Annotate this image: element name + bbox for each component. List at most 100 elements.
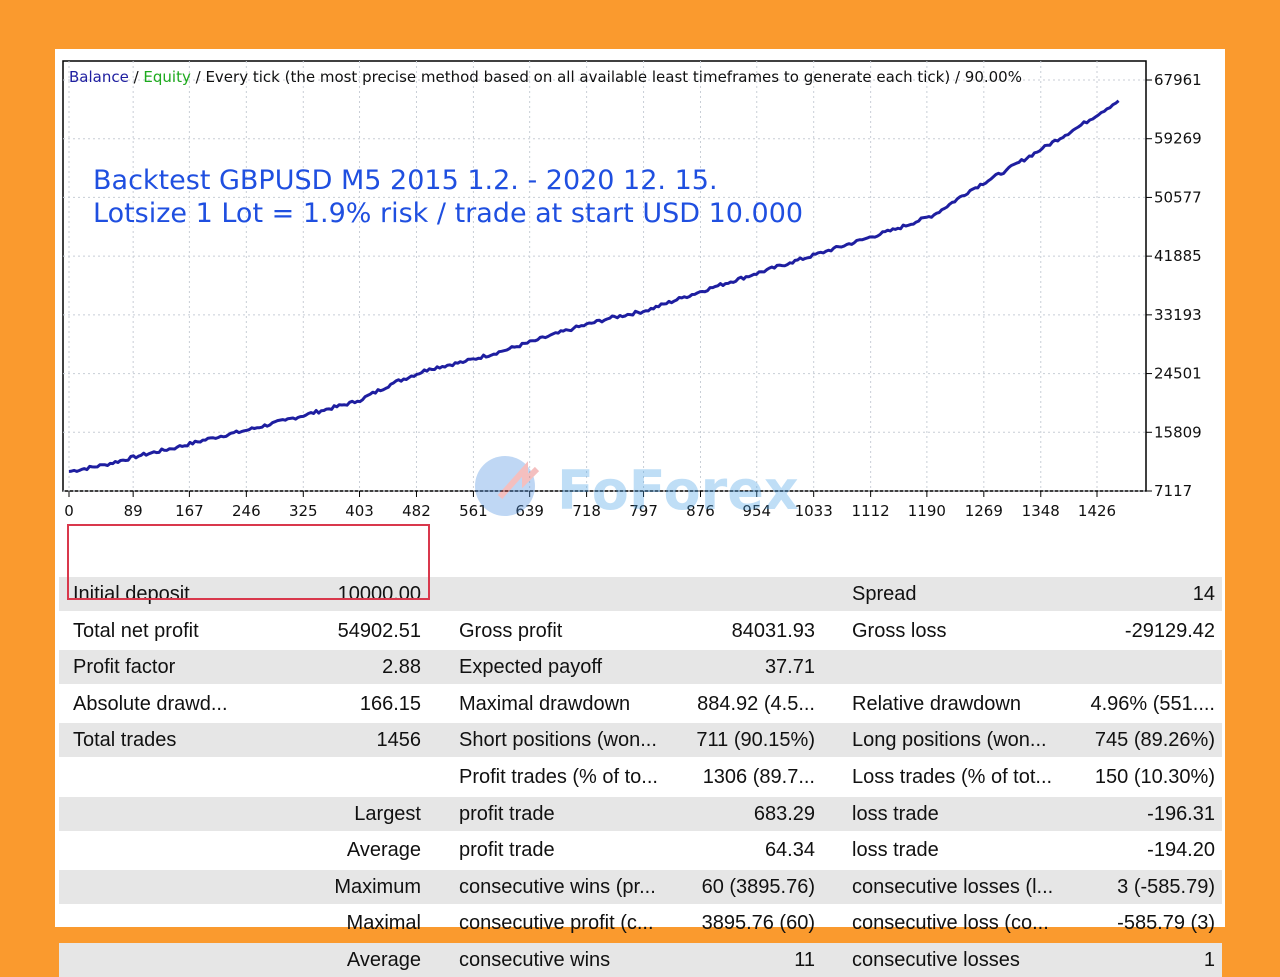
- label: [73, 797, 313, 831]
- x-tick-label: 167: [175, 502, 204, 520]
- value: 683.29: [753, 803, 815, 825]
- value: [1074, 650, 1215, 684]
- value: [681, 577, 815, 611]
- label: consecutive losses (l...: [852, 876, 1054, 898]
- value: 14: [1192, 583, 1215, 605]
- value: 1: [1203, 949, 1215, 971]
- header-description: / Every tick (the most precise method ba…: [191, 68, 1022, 86]
- report-panel: 7117 15809 24501 33193 41885 50577 59269 67961 …: [55, 49, 1225, 977]
- label: consecutive loss (co...: [852, 912, 1049, 934]
- table-row: Total net profit 54902.51 Gross profit 8…: [59, 614, 1222, 648]
- legend-balance: Balance: [69, 68, 129, 86]
- x-tick-label: 1190: [908, 502, 946, 520]
- value: 1306 (89.7...: [702, 766, 815, 788]
- y-tick-label: 15809: [1154, 423, 1202, 441]
- label: Total net profit: [73, 620, 199, 642]
- label: Expected payoff: [459, 656, 603, 678]
- label: Maximal drawdown: [459, 693, 631, 715]
- x-tick-label: 1426: [1078, 502, 1116, 520]
- label: profit trade: [459, 803, 555, 825]
- value: 64.34: [764, 839, 815, 861]
- watermark-text: FoForex: [557, 459, 799, 522]
- value: 60 (3895.76): [701, 876, 815, 898]
- value: 37.71: [764, 656, 815, 678]
- value: 711 (90.15%): [696, 729, 815, 751]
- label: Absolute drawd...: [73, 693, 228, 715]
- x-tick-label: 561: [459, 502, 488, 520]
- table-row: Average profit trade 64.34 loss trade -1…: [59, 833, 1222, 867]
- value: 745 (89.26%): [1094, 729, 1215, 751]
- value: -194.20: [1147, 839, 1215, 861]
- label: Initial deposit: [73, 583, 190, 605]
- x-axis-ticks: 0 89 167 246 325 403 482 561 639 718 797 876 954 1033…: [64, 491, 1116, 520]
- label: [73, 833, 313, 867]
- value: 166.15: [359, 693, 421, 715]
- label: [73, 870, 313, 904]
- value: Maximum: [334, 876, 421, 898]
- y-tick-label: 33193: [1154, 306, 1202, 324]
- value: 84031.93: [731, 620, 815, 642]
- label: [459, 577, 681, 611]
- label: Relative drawdown: [852, 693, 1021, 715]
- value: 150 (10.30%): [1094, 766, 1215, 788]
- table-row: Maximum consecutive wins (pr... 60 (3895…: [59, 870, 1222, 904]
- label: consecutive profit (c...: [459, 912, 654, 934]
- value: 884.92 (4.5...: [697, 693, 815, 715]
- x-tick-label: 482: [402, 502, 431, 520]
- x-tick-label: 797: [629, 502, 658, 520]
- y-tick-label: 7117: [1154, 482, 1192, 500]
- label: consecutive wins (pr...: [459, 876, 656, 898]
- y-axis-ticks: 7117 15809 24501 33193 41885 50577 59269 67961: [1146, 71, 1202, 500]
- label: loss trade: [852, 803, 939, 825]
- value: 3 (-585.79): [1117, 876, 1215, 898]
- watermark-logo-icon: [475, 456, 535, 516]
- watermark-logo-arrow-icon: [497, 461, 540, 499]
- value: Maximal: [346, 912, 421, 934]
- label: Profit trades (% of to...: [459, 766, 658, 788]
- value: 4.96% (551....: [1090, 693, 1215, 715]
- x-tick-label: 246: [232, 502, 261, 520]
- value: 10000.00: [337, 583, 421, 605]
- value: 3895.76 (60): [701, 912, 815, 934]
- table-row: Absolute drawd... 166.15 Maximal drawdow…: [59, 687, 1222, 721]
- x-tick-label: 89: [124, 502, 143, 520]
- plot-frame: [62, 60, 1147, 492]
- value: Average: [346, 949, 421, 971]
- x-tick-label: 1112: [852, 502, 890, 520]
- x-tick-label: 1348: [1022, 502, 1060, 520]
- x-tick-label: 325: [289, 502, 318, 520]
- legend-separator: /: [129, 68, 144, 86]
- label: Total trades: [73, 729, 177, 751]
- value: 54902.51: [337, 620, 421, 642]
- table-row: Profit trades (% of to... 1306 (89.7... …: [59, 760, 1222, 794]
- annotation-line-2: Lotsize 1 Lot = 1.9% risk / trade at sta…: [93, 198, 803, 229]
- value: Average: [346, 839, 421, 861]
- table-row: Initial deposit 10000.00 Spread 14: [59, 577, 1222, 611]
- label: loss trade: [852, 839, 939, 861]
- x-tick-label: 718: [572, 502, 601, 520]
- balance-chart: 711715809245013319341885505775926967961 …: [62, 60, 1202, 522]
- label: [73, 760, 313, 794]
- legend-equity: Equity: [143, 68, 191, 86]
- label: consecutive wins: [459, 949, 611, 971]
- value: 11: [794, 949, 815, 971]
- value: Largest: [354, 803, 421, 825]
- x-tick-label: 1269: [965, 502, 1003, 520]
- label: [852, 650, 1074, 684]
- table-row: Largest profit trade 683.29 loss trade -…: [59, 797, 1222, 831]
- balance-series-line: [68, 99, 1120, 473]
- label: Short positions (won...: [459, 729, 657, 751]
- table-row: Average consecutive wins 11 consecutive …: [59, 943, 1222, 977]
- x-tick-label: 876: [686, 502, 715, 520]
- watermark: FoForex: [475, 456, 799, 522]
- table-row: Profit factor 2.88 Expected payoff 37.71: [59, 650, 1222, 684]
- x-tick-label: 639: [515, 502, 544, 520]
- value: 1456: [376, 729, 422, 751]
- y-tick-label: 59269: [1154, 130, 1202, 148]
- label: Gross loss: [852, 620, 947, 642]
- y-tick-label: 50577: [1154, 188, 1202, 206]
- label: profit trade: [459, 839, 555, 861]
- label: [73, 906, 313, 940]
- x-tick-label: 0: [64, 502, 74, 520]
- x-tick-label: 1033: [795, 502, 833, 520]
